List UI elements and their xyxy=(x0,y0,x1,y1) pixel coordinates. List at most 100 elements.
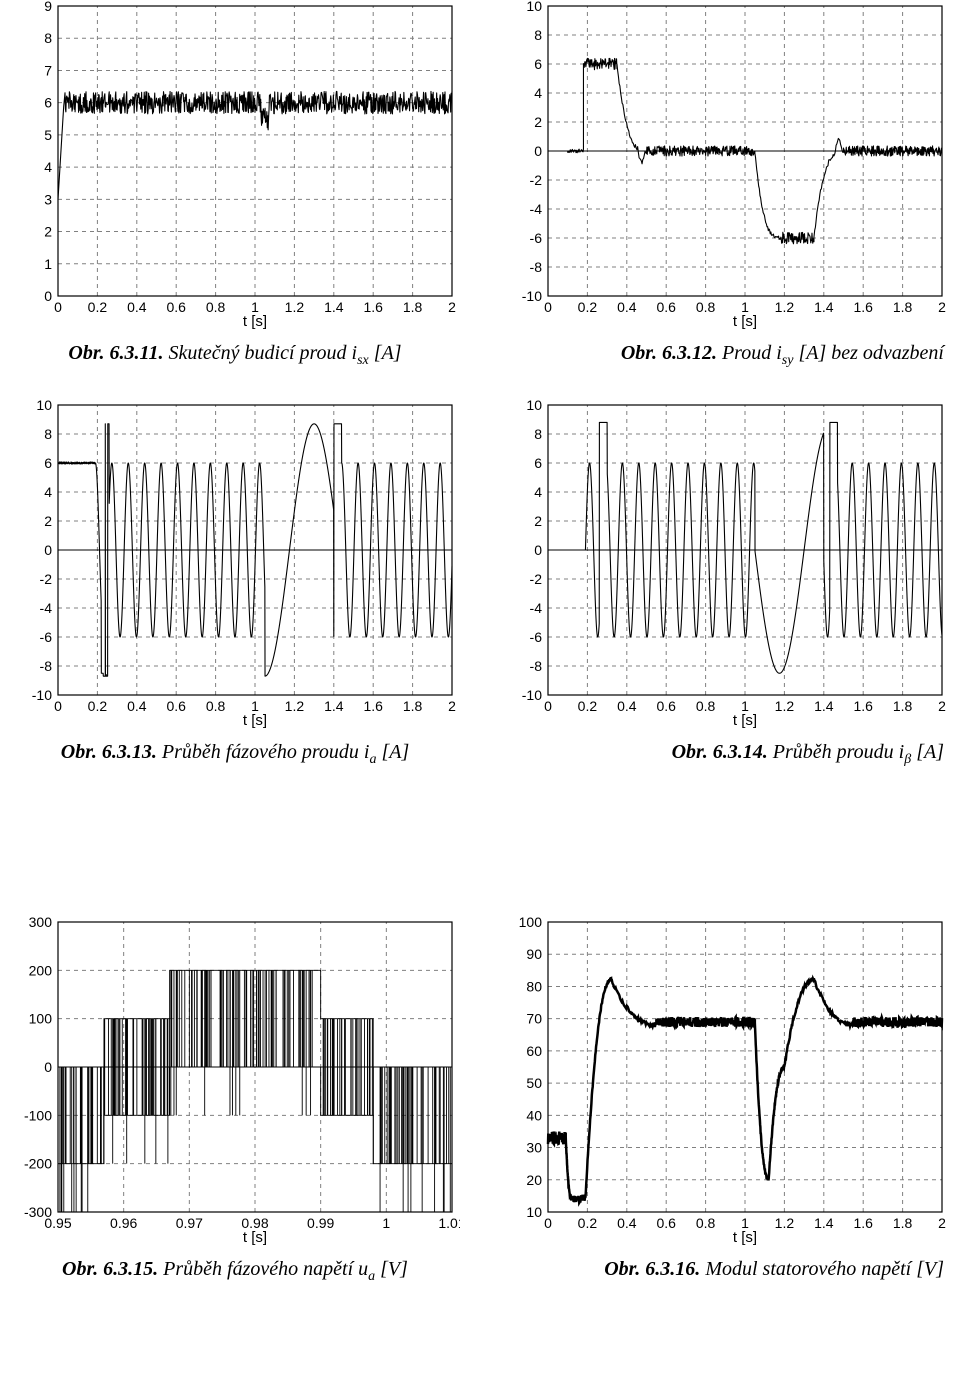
svg-text:0.6: 0.6 xyxy=(166,698,186,714)
chart-fig15: 0.950.960.970.980.9911.01-300-200-100010… xyxy=(10,916,460,1246)
svg-text:-300: -300 xyxy=(24,1204,52,1220)
caption-unit: [A] xyxy=(911,741,944,763)
svg-text:10: 10 xyxy=(526,399,542,413)
svg-text:1.4: 1.4 xyxy=(324,299,344,315)
svg-text:5: 5 xyxy=(44,127,52,143)
cell-fig15: 0.950.960.970.980.9911.01-300-200-100010… xyxy=(10,916,460,1307)
svg-text:-10: -10 xyxy=(32,687,52,703)
svg-text:0: 0 xyxy=(54,698,62,714)
caption-text: Skutečný budicí proud i xyxy=(168,342,357,364)
svg-text:0.6: 0.6 xyxy=(166,299,186,315)
svg-text:100: 100 xyxy=(29,1011,53,1027)
svg-text:2: 2 xyxy=(44,224,52,240)
svg-text:1.6: 1.6 xyxy=(853,299,873,315)
chart-fig13: 00.20.40.60.811.21.41.61.82-10-8-6-4-202… xyxy=(10,399,460,729)
svg-text:90: 90 xyxy=(526,946,542,962)
svg-text:200: 200 xyxy=(29,962,53,978)
svg-text:2: 2 xyxy=(938,299,946,315)
svg-text:4: 4 xyxy=(534,484,542,500)
svg-text:1.4: 1.4 xyxy=(814,1215,834,1231)
svg-text:1.4: 1.4 xyxy=(814,698,834,714)
svg-text:0: 0 xyxy=(44,288,52,304)
svg-text:-8: -8 xyxy=(530,259,543,275)
row3-spacer xyxy=(500,798,950,908)
svg-text:10: 10 xyxy=(526,0,542,14)
svg-text:-4: -4 xyxy=(40,600,53,616)
svg-text:-4: -4 xyxy=(530,600,543,616)
svg-text:2: 2 xyxy=(534,114,542,130)
svg-text:2: 2 xyxy=(938,1215,946,1231)
cell-fig12: 00.20.40.60.811.21.41.61.82-10-8-6-4-202… xyxy=(500,0,950,391)
svg-text:-10: -10 xyxy=(522,687,542,703)
svg-text:20: 20 xyxy=(526,1172,542,1188)
svg-text:0.8: 0.8 xyxy=(206,299,226,315)
caption-text: Proud i xyxy=(722,342,782,364)
svg-text:7: 7 xyxy=(44,62,52,78)
svg-text:t [s]: t [s] xyxy=(243,313,267,330)
svg-text:2: 2 xyxy=(44,513,52,529)
caption-text: Průběh fázového proudu i xyxy=(162,741,370,763)
chart-fig11: 00.20.40.60.811.21.41.61.820123456789t [… xyxy=(10,0,460,330)
svg-text:0.97: 0.97 xyxy=(176,1215,203,1231)
chart-fig12: 00.20.40.60.811.21.41.61.82-10-8-6-4-202… xyxy=(500,0,950,330)
svg-text:50: 50 xyxy=(526,1075,542,1091)
svg-text:2: 2 xyxy=(534,513,542,529)
svg-text:0.8: 0.8 xyxy=(696,299,716,315)
caption-ref: Obr. 6.3.15. xyxy=(62,1258,158,1280)
svg-text:8: 8 xyxy=(44,426,52,442)
svg-text:6: 6 xyxy=(44,455,52,471)
caption-ref: Obr. 6.3.12. xyxy=(621,342,717,364)
svg-text:1.6: 1.6 xyxy=(363,299,383,315)
svg-text:-200: -200 xyxy=(24,1156,52,1172)
svg-text:300: 300 xyxy=(29,916,53,930)
svg-text:1.01: 1.01 xyxy=(438,1215,460,1231)
svg-text:t [s]: t [s] xyxy=(733,313,757,330)
svg-text:t [s]: t [s] xyxy=(243,1229,267,1246)
svg-text:0: 0 xyxy=(544,1215,552,1231)
caption-unit: [A] xyxy=(369,342,402,364)
caption-fig15: Obr. 6.3.15. Průběh fázového napětí ua [… xyxy=(62,1258,408,1285)
caption-unit: [A] xyxy=(376,741,409,763)
page-grid: 00.20.40.60.811.21.41.61.820123456789t [… xyxy=(0,0,960,1327)
svg-text:2: 2 xyxy=(448,698,456,714)
caption-text: Průběh proudu i xyxy=(773,741,904,763)
svg-text:0.2: 0.2 xyxy=(578,1215,598,1231)
svg-text:0.99: 0.99 xyxy=(307,1215,334,1231)
svg-text:70: 70 xyxy=(526,1011,542,1027)
cell-fig14: 00.20.40.60.811.21.41.61.82-10-8-6-4-202… xyxy=(500,399,950,790)
svg-text:0.4: 0.4 xyxy=(617,299,637,315)
svg-text:-6: -6 xyxy=(40,629,53,645)
svg-text:0.6: 0.6 xyxy=(656,698,676,714)
svg-text:8: 8 xyxy=(534,426,542,442)
svg-text:8: 8 xyxy=(44,30,52,46)
svg-text:1.4: 1.4 xyxy=(814,299,834,315)
caption-fig12: Obr. 6.3.12. Proud isy [A] bez odvazbení xyxy=(500,342,950,369)
svg-text:0.6: 0.6 xyxy=(656,1215,676,1231)
svg-text:1.8: 1.8 xyxy=(893,1215,913,1231)
svg-text:0.8: 0.8 xyxy=(696,1215,716,1231)
svg-text:0.8: 0.8 xyxy=(696,698,716,714)
svg-text:1.2: 1.2 xyxy=(775,299,795,315)
svg-text:0: 0 xyxy=(544,698,552,714)
chart-fig14: 00.20.40.60.811.21.41.61.82-10-8-6-4-202… xyxy=(500,399,950,729)
svg-text:1.6: 1.6 xyxy=(363,698,383,714)
svg-text:0.2: 0.2 xyxy=(88,299,108,315)
svg-text:t [s]: t [s] xyxy=(733,1229,757,1246)
svg-text:1.8: 1.8 xyxy=(893,698,913,714)
caption-unit: [A] bez odvazbení xyxy=(793,342,944,364)
svg-text:1.6: 1.6 xyxy=(853,1215,873,1231)
svg-text:-8: -8 xyxy=(40,658,53,674)
svg-text:1.4: 1.4 xyxy=(324,698,344,714)
svg-text:0: 0 xyxy=(54,299,62,315)
svg-text:-2: -2 xyxy=(40,571,53,587)
svg-text:6: 6 xyxy=(534,455,542,471)
svg-text:-6: -6 xyxy=(530,629,543,645)
svg-text:1.6: 1.6 xyxy=(853,698,873,714)
svg-text:10: 10 xyxy=(36,399,52,413)
svg-text:0.4: 0.4 xyxy=(127,299,147,315)
svg-text:0.2: 0.2 xyxy=(578,698,598,714)
svg-text:t [s]: t [s] xyxy=(733,712,757,729)
caption-ref: Obr. 6.3.13. xyxy=(61,741,157,763)
caption-fig11: Obr. 6.3.11. Skutečný budicí proud isx [… xyxy=(68,342,401,369)
svg-text:2: 2 xyxy=(448,299,456,315)
